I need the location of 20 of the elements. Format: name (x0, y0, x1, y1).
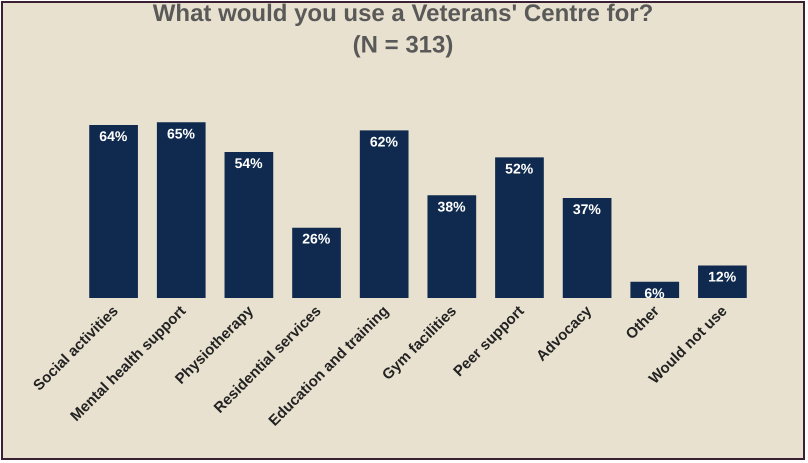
data-label: 52% (505, 160, 534, 176)
data-label: 62% (370, 133, 398, 150)
data-label: 64% (99, 128, 128, 144)
data-label: 38% (438, 198, 466, 214)
data-label: 12% (708, 268, 737, 285)
bar (562, 198, 612, 298)
data-label: 37% (572, 200, 602, 217)
data-label: 6% (644, 284, 666, 301)
bar (156, 122, 206, 298)
bar (427, 195, 476, 298)
bar (495, 157, 544, 298)
chart-title: What would you use a Veterans' Centre for? (N = 313) (152, 0, 654, 58)
bar (698, 266, 747, 298)
data-label: 54% (234, 154, 264, 171)
bar (292, 228, 341, 298)
data-label: 65% (166, 125, 196, 142)
bar (89, 124, 138, 298)
bar (360, 130, 409, 298)
data-label: 26% (302, 230, 331, 247)
bar (224, 152, 274, 298)
